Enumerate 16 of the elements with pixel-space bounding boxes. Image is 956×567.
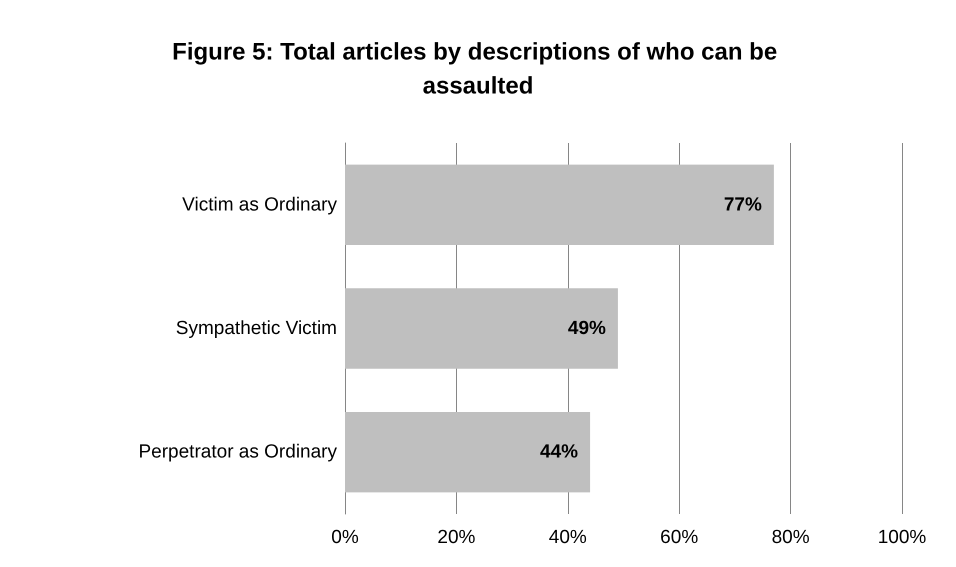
y-tick-label: Sympathetic Victim: [176, 318, 337, 339]
x-tick-label: 40%: [548, 527, 587, 548]
x-tick-label: 100%: [878, 527, 926, 548]
x-tick-label: 60%: [660, 527, 698, 548]
x-tick-label: 80%: [772, 527, 810, 548]
y-tick-label: Perpetrator as Ordinary: [138, 442, 338, 463]
data-label: 49%: [568, 318, 606, 339]
bar: [345, 288, 618, 369]
bar: [345, 164, 774, 246]
bar: [345, 412, 590, 492]
y-tick-label: Victim as Ordinary: [182, 194, 338, 216]
x-tick-label: 20%: [437, 527, 476, 548]
chart-title: Figure 5: Total articles by descriptions of who can be assaulted: [172, 38, 784, 100]
data-label: 44%: [540, 442, 578, 463]
data-label: 77%: [724, 194, 762, 216]
x-tick-label: 0%: [331, 527, 359, 548]
